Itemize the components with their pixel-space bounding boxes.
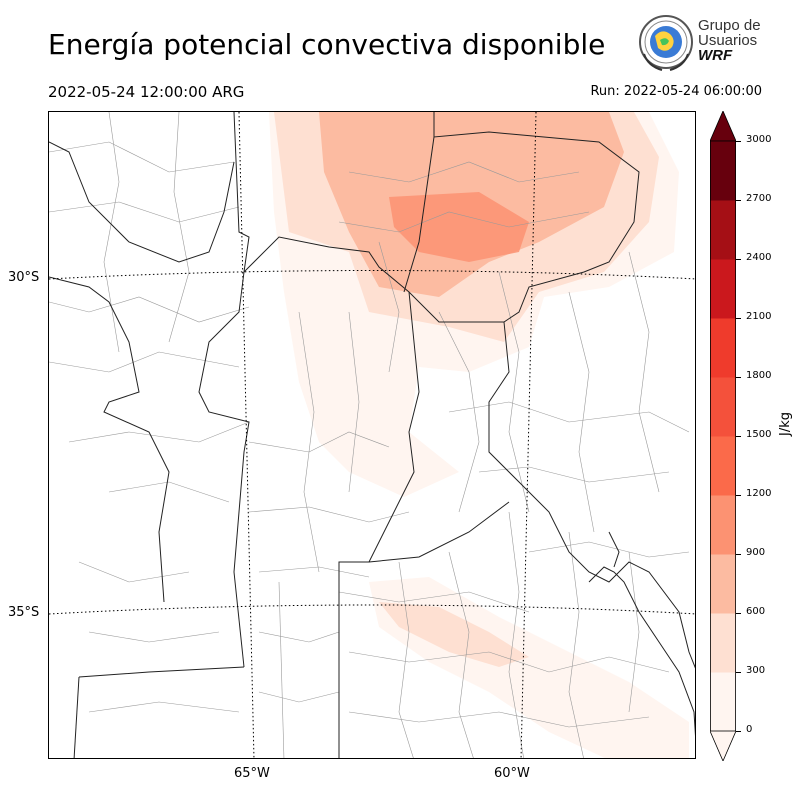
map-svg (49, 112, 695, 758)
colorbar-swatch (710, 613, 736, 673)
cape-south-band-inner (379, 602, 529, 667)
colorbar-tick-mark (736, 377, 741, 378)
colorbar-frame (710, 140, 736, 732)
graticule (49, 112, 695, 758)
colorbar-tick-label: 1200 (746, 488, 772, 499)
colorbar-tick-label: 600 (746, 606, 766, 617)
cape-south-band (369, 577, 689, 758)
globe-seal-icon (639, 15, 693, 71)
colorbar-tick-mark (736, 436, 741, 437)
colorbar-swatch (710, 495, 736, 555)
colorbar-swatch (710, 141, 736, 201)
department-boundaries (49, 112, 690, 758)
coastline (588, 531, 695, 737)
colorbar-tick-label: 900 (746, 547, 766, 558)
valid-time: 2022-05-24 12:00:00 ARG (48, 83, 245, 101)
colorbar-swatch (710, 259, 736, 319)
colorbar-swatch (710, 436, 736, 496)
colorbar-tick-mark (736, 495, 741, 496)
colorbar-swatch (710, 318, 736, 378)
colorbar-tick-label: 3000 (746, 134, 772, 145)
colorbar-tick-label: 300 (746, 665, 766, 676)
colorbar-tick-label: 2400 (746, 252, 772, 263)
cape-field (269, 112, 689, 758)
colorbar-extend-min (710, 730, 736, 761)
colorbar-tick-label: 1800 (746, 370, 772, 381)
colorbar-tick-mark (736, 731, 741, 732)
run-time: Run: 2022-05-24 06:00:00 (590, 84, 762, 99)
colorbar-swatch (710, 200, 736, 260)
province-boundaries (49, 112, 695, 758)
colorbar-label: J/kg (778, 412, 793, 436)
colorbar-swatch (710, 672, 736, 732)
lon-label-60w: 60°W (494, 766, 530, 781)
lat-label-35s: 35°S (8, 605, 40, 620)
lon-label-65w: 65°W (234, 766, 270, 781)
colorbar-tick-mark (736, 554, 741, 555)
colorbar-tick-label: 1500 (746, 429, 772, 440)
wrf-logo: Grupo de Usuarios WRF (638, 14, 766, 74)
logo-text: Grupo de Usuarios WRF (698, 17, 761, 64)
colorbar-tick-mark (736, 672, 741, 673)
colorbar-tick-mark (736, 141, 741, 142)
map-panel (48, 111, 696, 759)
colorbar-tick-label: 2100 (746, 311, 772, 322)
colorbar-swatch (710, 554, 736, 614)
colorbar-swatch (710, 377, 736, 437)
colorbar-tick-mark (736, 613, 741, 614)
colorbar-tick-mark (736, 200, 741, 201)
colorbar-extend-max (710, 111, 736, 142)
chart-title: Energía potencial convectiva disponible (48, 28, 606, 61)
colorbar (710, 111, 736, 761)
lat-label-30s: 30°S (8, 270, 40, 285)
colorbar-tick-label: 0 (746, 724, 753, 735)
colorbar-tick-mark (736, 318, 741, 319)
colorbar-tick-label: 2700 (746, 193, 772, 204)
colorbar-tick-mark (736, 259, 741, 260)
